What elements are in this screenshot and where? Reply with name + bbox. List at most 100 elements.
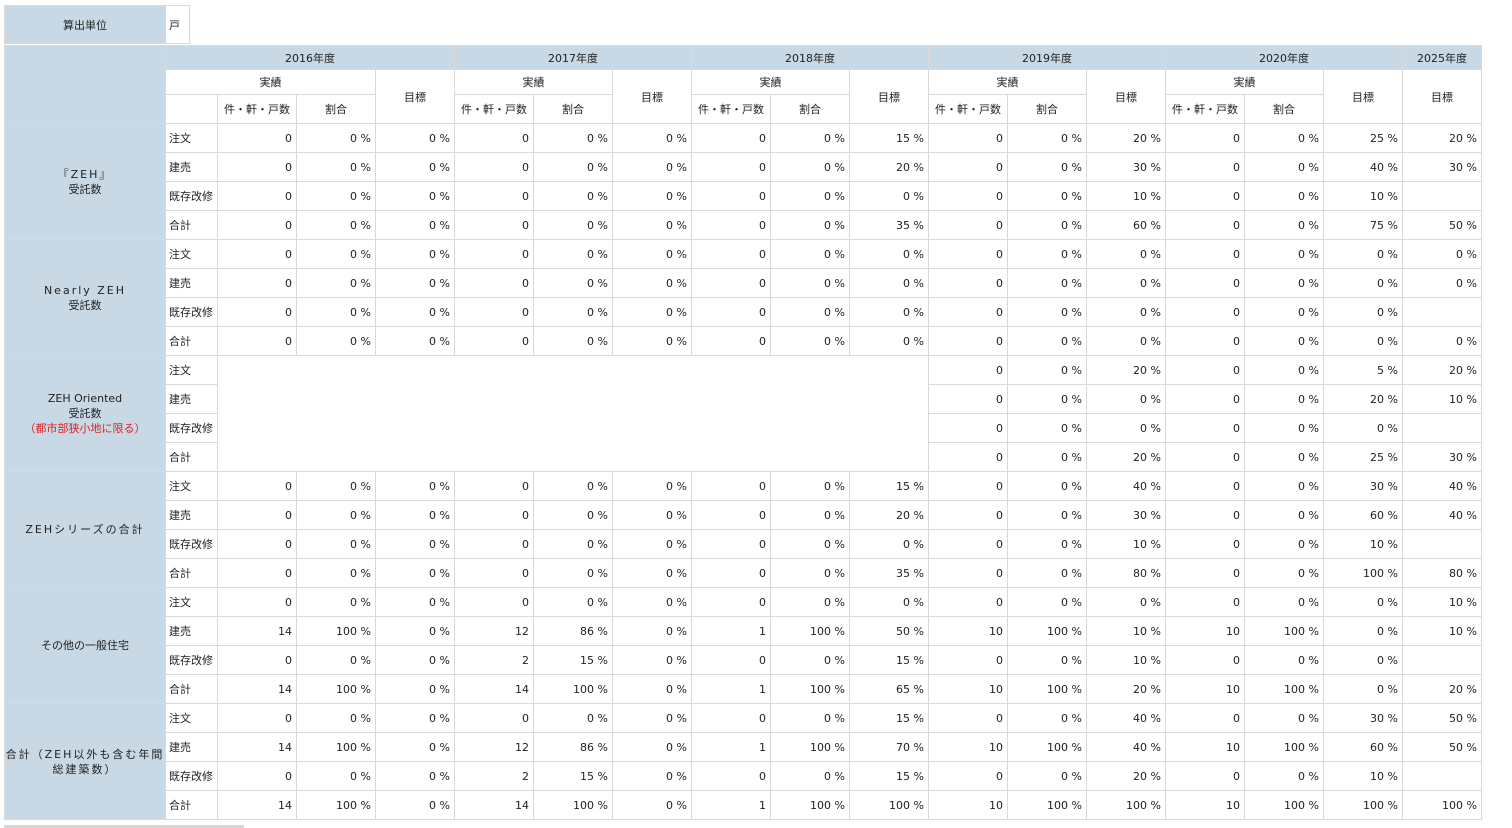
empty-period-block [217,355,929,472]
value-cell: 0 % [612,123,692,153]
value-cell: 0 [691,210,771,240]
value-cell: 0 % [612,790,692,820]
value-cell: 0 % [612,500,692,530]
value-cell: 100 % [770,616,850,646]
value-cell: 15 % [849,761,929,791]
value-cell: 0 % [1244,384,1324,414]
value-cell: 0 % [770,529,850,559]
value-cell: 30 % [1323,471,1403,501]
value-cell: 5 % [1323,355,1403,385]
category-cell: 建売 [165,268,218,298]
value-cell: 100 % [296,674,376,704]
value-cell: 0 % [612,210,692,240]
target-header: 目標 [849,69,929,124]
value-cell: 0 % [770,471,850,501]
value-cell: 15 % [849,471,929,501]
table-row: ZEHシリーズの合計 注文 0 0 % 0 % 0 0 % 0 % 0 0 % 15 % 0 0 % 40… [4,471,1482,588]
value-cell: 0 [1165,181,1245,211]
table-row: その他の一般住宅 注文 0 0 % 0 % 0 0 % 0 % 0 0 % 0 % 0 0 % 0 % 0 0… [4,587,1482,704]
value-cell: 0 [691,239,771,269]
value-cell: 0 % [1402,239,1482,269]
value-cell: 0 % [375,732,455,762]
value-cell: 0 % [1244,181,1324,211]
value-cell: 0 [691,703,771,733]
value-cell: 0 % [770,123,850,153]
value-cell: 0 % [770,761,850,791]
value-cell: 0 % [375,297,455,327]
value-cell: 1 [691,674,771,704]
value-cell: 14 [454,674,534,704]
value-cell: 0 [1165,210,1245,240]
value-cell: 0 % [375,674,455,704]
value-cell: 0 [217,587,297,617]
table-row: 既存改修 0 0 % 0 % 0 0 % 0 % [5,413,1482,443]
table-row: 『ZEH』 受託数 注文 0 0 % 0 % 0 0 % 0 % 0 0 % 15 % 0 0 % 20 %… [4,123,1482,240]
value-cell: 0 [928,442,1008,472]
value-cell: 0 % [533,123,613,153]
value-cell: 0 % [1244,645,1324,675]
value-cell: 10 [1165,674,1245,704]
target-header: 目標 [1402,69,1482,124]
count-header: 件・軒・戸数 [1165,94,1245,124]
value-cell: 0 % [1244,587,1324,617]
value-cell: 0 % [612,616,692,646]
value-cell: 25 % [1323,442,1403,472]
value-cell: 0 [217,297,297,327]
value-cell: 100 % [1244,674,1324,704]
value-cell: 0 [217,703,297,733]
value-cell: 25 % [1323,123,1403,153]
value-cell: 1 [691,616,771,646]
value-cell: 0 % [1244,123,1324,153]
value-cell: 0 % [375,616,455,646]
value-cell: 60 % [1323,500,1403,530]
value-cell: 2 [454,645,534,675]
value-cell: 10 % [1323,181,1403,211]
value-cell: 0 % [296,152,376,182]
count-header: 件・軒・戸数 [691,94,771,124]
value-cell: 0 [454,268,534,298]
value-cell: 10 % [1086,529,1166,559]
category-cell: 合計 [165,442,218,472]
value-cell: 0 % [296,297,376,327]
value-cell: 0 [928,355,1008,385]
group-label-line: ZEHシリーズの合計 [25,523,145,536]
category-cell: 既存改修 [165,645,218,675]
value-cell: 2 [454,761,534,791]
value-cell: 0 % [533,558,613,588]
value-cell: 0 % [1323,268,1403,298]
value-cell: 0 % [296,471,376,501]
horizontal-scrollbar[interactable] [4,825,244,828]
value-cell: 0 [928,152,1008,182]
value-cell: 0 % [296,500,376,530]
table-row: 既存改修 0 0 % 0 % 2 15 % 0 % 0 0 % 15 % 0 0 % 20 % 0 0 % 1… [5,761,1482,791]
value-cell: 30 % [1402,442,1482,472]
value-cell [1402,413,1482,443]
table-row: 建売 0 0 % 0 % 0 0 % 0 % 0 0 % 20 % 0 0 % 30 % 0 0 % 40 %… [5,152,1482,182]
value-cell: 20 % [1402,674,1482,704]
value-cell: 0 % [1086,587,1166,617]
value-cell: 0 % [1007,239,1087,269]
value-cell: 20 % [1323,384,1403,414]
value-cell: 0 [928,529,1008,559]
table-row: 建売 0 0 % 0 % 0 0 % 0 % 0 0 % 20 % 0 0 % 30 % 0 0 % 60 %… [5,500,1482,530]
category-cell: 注文 [165,239,218,269]
value-cell: 100 % [1323,790,1403,820]
value-cell: 0 % [849,326,929,356]
value-cell: 0 % [375,471,455,501]
value-cell: 0 [454,558,534,588]
value-cell: 10 % [1402,587,1482,617]
year-header: 2016年度 [165,45,455,70]
value-cell: 20 % [1086,123,1166,153]
value-cell: 0 [217,123,297,153]
value-cell: 35 % [849,558,929,588]
value-cell: 0 % [375,123,455,153]
header-corner [4,45,166,124]
value-cell: 0 % [1007,761,1087,791]
value-cell: 0 % [296,326,376,356]
value-cell: 0 % [375,326,455,356]
value-cell: 0 % [612,471,692,501]
table-row: 合計 0 0 % 0 % 0 0 % 0 % 0 0 % 0 % 0 0 % 0 % 0 0 % 0 % 0 % [5,326,1482,356]
value-cell: 0 % [1244,152,1324,182]
table-row: 既存改修 0 0 % 0 % 2 15 % 0 % 0 0 % 15 % 0 0 % 10 % 0 0 % 0… [5,645,1482,675]
value-cell: 30 % [1086,500,1166,530]
